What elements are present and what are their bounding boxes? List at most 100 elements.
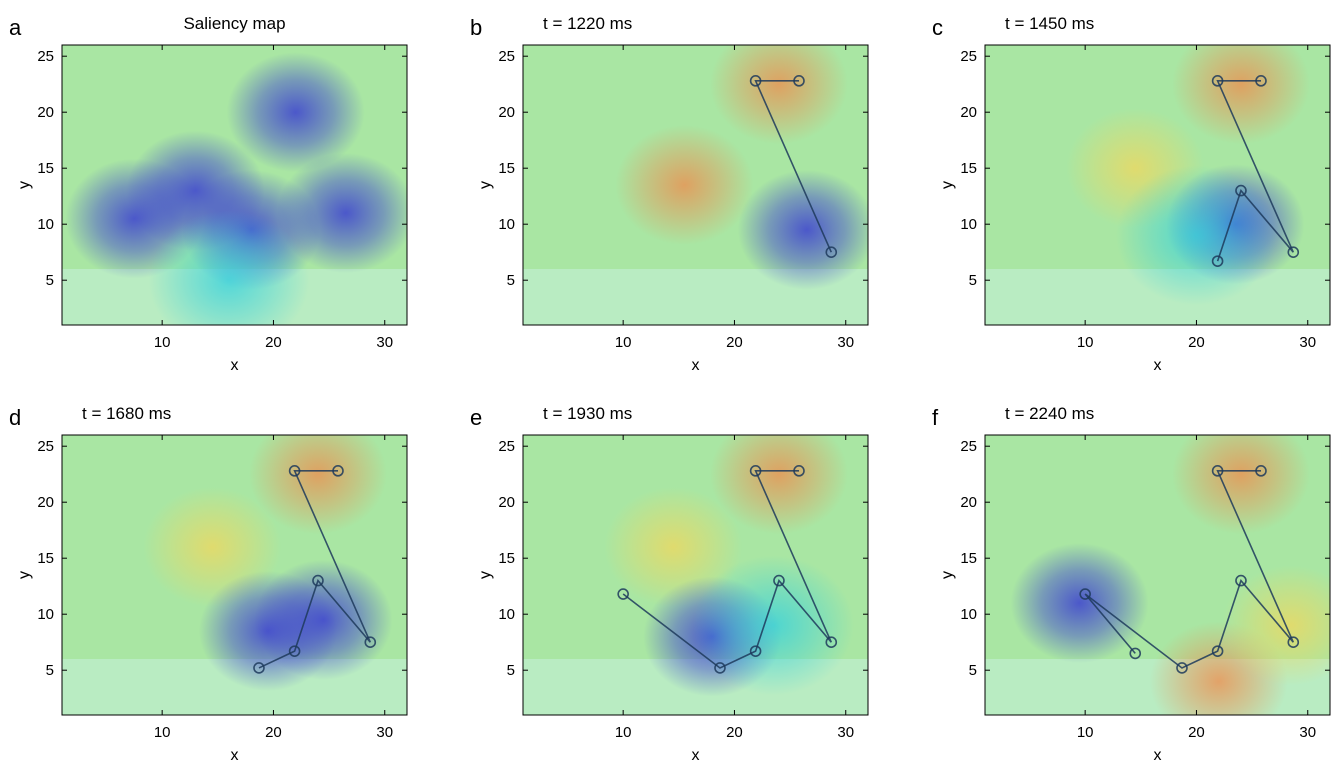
panel-f: 10 20 30 5 10 15 20 25 x y f t = 2240 ms [932,404,1331,764]
x-axis-label: x [1154,747,1162,764]
saliency-blob [148,210,310,325]
saliency-blob [615,125,754,245]
fixation-point [617,588,629,600]
y-tick-label: 10 [960,216,977,233]
fixation-point [749,465,762,477]
saliency-blobs [615,45,868,290]
y-tick-label: 5 [46,272,54,289]
fixation-point [1211,75,1224,87]
y-tick-label: 10 [498,606,515,623]
saliency-blob [254,559,393,680]
fixation-point [825,636,838,649]
fixation-point [1211,645,1224,657]
x-tick-label: 20 [1188,334,1205,351]
y-tick-label: 20 [498,494,515,511]
y-tick-label: 25 [960,48,977,65]
saliency-blob [1171,45,1310,145]
x-axis-label: x [692,747,700,764]
saliency-blobs [604,435,854,697]
y-tick-label: 15 [37,160,54,177]
y-axis-label: y [477,181,494,189]
x-tick-label: 30 [837,724,854,741]
fixation-point [288,645,301,657]
y-tick-label: 20 [960,104,977,121]
axes-frame [984,434,1331,716]
y-tick-label: 10 [37,606,54,623]
y-tick-label: 20 [37,494,54,511]
fixation-point [1235,574,1247,587]
panel-b: 10 20 30 5 10 15 20 25 x y b t = 1220 ms [470,14,869,374]
y-tick-label: 15 [37,550,54,567]
x-tick-label: 10 [1077,334,1094,351]
fixation-point [1129,647,1142,660]
saliency-blob [692,555,854,696]
panel-e: 10 20 30 5 10 15 20 25 x y e t = 1930 ms [470,404,869,764]
x-tick-label: 30 [837,334,854,351]
fixation-point [825,246,838,258]
y-tick-label: 25 [498,48,515,65]
panel-title: t = 1680 ms [82,404,171,423]
x-tick-label: 20 [1188,724,1205,741]
saliency-blobs [1066,45,1310,306]
saliency-blob [1010,543,1149,663]
axes-frame [522,434,869,716]
fixation-point [1255,465,1267,477]
saliency-blobs [65,52,407,325]
y-tick-label: 10 [498,216,515,233]
fixation-point [1255,75,1267,87]
y-tick-label: 10 [960,606,977,623]
scanpath-line [622,470,833,669]
panel-title: t = 1930 ms [543,404,632,423]
y-tick-label: 15 [960,160,977,177]
saliency-blob [1222,565,1330,686]
axes-frame [522,44,869,326]
saliency-blob [226,52,365,173]
x-tick-label: 10 [154,334,171,351]
fixation-point [312,574,324,587]
x-axis-label: x [1154,357,1162,374]
panel-d: 10 20 30 5 10 15 20 25 x y d t = 1680 ms [9,404,408,764]
y-tick-label: 15 [960,550,977,567]
x-tick-label: 30 [1299,724,1316,741]
y-tick-label: 20 [960,494,977,511]
scanpath-line [1084,470,1295,669]
x-tick-label: 20 [726,724,743,741]
y-tick-label: 25 [960,438,977,455]
x-axis-label: x [692,357,700,374]
x-axis-label: x [231,357,239,374]
axes-frame [984,44,1331,326]
x-tick-label: 30 [1299,334,1316,351]
fixation-point [749,645,762,657]
saliency-blob [248,435,387,535]
y-axis-label: y [16,181,33,189]
panel-title: Saliency map [183,14,285,33]
fixation-point [1211,465,1224,477]
y-tick-label: 10 [37,216,54,233]
saliency-blob [1115,165,1277,306]
fixation-point [1079,588,1091,600]
x-tick-label: 20 [726,334,743,351]
fixation-point [793,465,805,477]
fixation-point [1176,662,1188,674]
y-tick-label: 5 [969,272,977,289]
panel-title: t = 1220 ms [543,14,632,33]
x-tick-label: 10 [615,334,632,351]
y-tick-label: 5 [507,272,515,289]
scanpath-line [754,80,833,253]
fixation-point [749,75,762,87]
fixation-point [1211,255,1224,267]
y-tick-label: 20 [498,104,515,121]
saliency-blob [737,169,868,290]
x-tick-label: 10 [615,724,632,741]
panel-letter: e [470,405,482,430]
panel-letter: d [9,405,21,430]
y-tick-label: 15 [498,550,515,567]
y-axis-label: y [16,571,33,579]
x-tick-label: 20 [265,724,282,741]
fixation-point [253,662,265,674]
x-tick-label: 30 [376,724,393,741]
panel-title: t = 1450 ms [1005,14,1094,33]
y-tick-label: 20 [37,104,54,121]
axes-frame [61,44,408,326]
y-tick-label: 5 [969,662,977,679]
